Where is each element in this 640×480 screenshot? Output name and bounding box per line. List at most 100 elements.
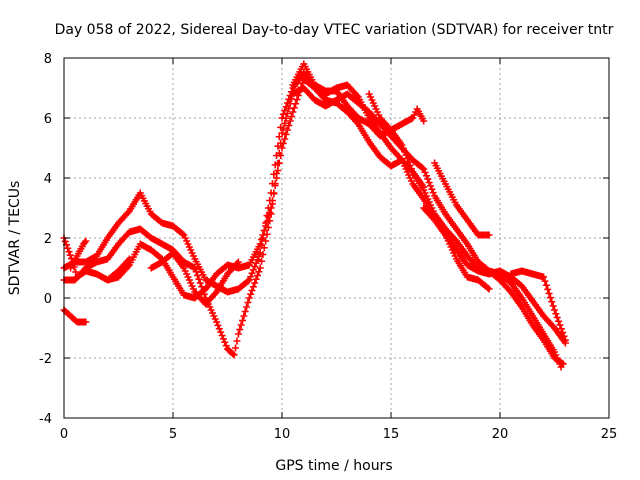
data-point bbox=[72, 268, 80, 276]
data-point bbox=[290, 104, 298, 112]
data-point bbox=[125, 255, 133, 263]
data-point bbox=[427, 182, 435, 190]
data-point bbox=[273, 174, 281, 182]
data-point bbox=[286, 117, 294, 125]
data-point bbox=[485, 231, 493, 239]
data-point bbox=[285, 122, 293, 129]
data-point bbox=[214, 321, 222, 329]
data-point bbox=[399, 144, 407, 152]
x-tick-label: 0 bbox=[60, 427, 68, 442]
data-point bbox=[222, 342, 230, 350]
x-tick-label: 25 bbox=[601, 427, 618, 442]
data-point bbox=[241, 308, 249, 315]
data-point bbox=[249, 266, 257, 274]
data-point bbox=[194, 272, 202, 279]
data-point bbox=[281, 135, 289, 143]
data-point bbox=[279, 140, 287, 147]
data-point bbox=[541, 277, 549, 285]
data-point bbox=[557, 325, 565, 333]
data-point bbox=[217, 328, 225, 336]
data-point bbox=[398, 141, 406, 149]
data-point bbox=[553, 314, 561, 321]
data-point bbox=[353, 119, 361, 126]
data-point bbox=[192, 268, 200, 276]
x-tick-label: 5 bbox=[169, 427, 177, 442]
data-point bbox=[545, 290, 553, 297]
data-point bbox=[124, 257, 132, 264]
data-point bbox=[546, 294, 554, 302]
data-point bbox=[556, 321, 564, 329]
data-point bbox=[244, 299, 252, 306]
data-point bbox=[245, 276, 253, 284]
data-point bbox=[64, 244, 72, 252]
data-point bbox=[231, 344, 239, 352]
data-point bbox=[256, 264, 264, 272]
data-point bbox=[267, 204, 275, 212]
data-point bbox=[237, 321, 245, 329]
data-point bbox=[259, 251, 267, 258]
data-point bbox=[559, 329, 567, 336]
data-point bbox=[219, 335, 227, 343]
data-point bbox=[418, 164, 426, 172]
data-point bbox=[560, 332, 568, 340]
data-point bbox=[552, 310, 560, 318]
data-point bbox=[211, 290, 219, 297]
data-point bbox=[283, 126, 291, 134]
y-tick-label: 4 bbox=[44, 172, 52, 187]
data-point bbox=[221, 338, 229, 346]
data-point bbox=[191, 264, 199, 272]
data-point bbox=[229, 350, 237, 358]
data-point bbox=[243, 303, 251, 311]
data-point bbox=[293, 96, 301, 104]
data-point bbox=[288, 113, 296, 120]
data-point bbox=[124, 209, 132, 216]
data-point bbox=[179, 230, 187, 238]
y-tick-label: -4 bbox=[39, 412, 52, 427]
data-point bbox=[294, 92, 302, 99]
data-point bbox=[234, 330, 242, 338]
y-axis-label: SDTVAR / TECUs bbox=[7, 181, 23, 296]
data-point bbox=[248, 287, 256, 294]
data-point bbox=[195, 275, 203, 283]
data-point bbox=[275, 133, 283, 141]
data-point bbox=[420, 117, 428, 125]
data-point bbox=[230, 351, 238, 359]
data-point bbox=[561, 336, 569, 344]
y-tick-label: 8 bbox=[44, 52, 52, 67]
data-point bbox=[281, 119, 289, 127]
data-point bbox=[421, 168, 429, 176]
data-point bbox=[559, 360, 567, 368]
data-point bbox=[428, 185, 436, 193]
data-point bbox=[258, 257, 266, 265]
data-point bbox=[405, 158, 413, 166]
x-tick-label: 15 bbox=[383, 427, 400, 442]
y-ticks: -4 -2 0 2 4 6 8 bbox=[39, 52, 609, 427]
data-point bbox=[251, 279, 259, 287]
data-point bbox=[429, 189, 437, 197]
data-point bbox=[353, 92, 361, 99]
data-point bbox=[81, 239, 89, 246]
grid-lines bbox=[64, 58, 609, 418]
data-point bbox=[278, 144, 286, 152]
data-point bbox=[484, 284, 492, 292]
x-tick-label: 20 bbox=[492, 427, 509, 442]
data-point bbox=[218, 332, 226, 339]
data-point bbox=[275, 159, 283, 167]
data-point bbox=[485, 285, 493, 293]
data-point bbox=[278, 129, 286, 137]
data-point bbox=[282, 114, 290, 122]
data-point bbox=[551, 306, 558, 314]
data-point bbox=[425, 179, 433, 186]
data-point bbox=[249, 283, 257, 291]
data-point bbox=[271, 182, 279, 189]
data-point bbox=[234, 258, 242, 266]
data-point bbox=[260, 227, 268, 234]
data-point bbox=[540, 273, 548, 281]
data-point bbox=[66, 251, 74, 259]
data-point bbox=[402, 151, 410, 159]
data-point bbox=[260, 244, 268, 252]
x-tick-label: 10 bbox=[274, 427, 291, 442]
data-point bbox=[244, 277, 252, 285]
y-tick-label: 0 bbox=[44, 292, 52, 307]
x-axis-label: GPS time / hours bbox=[275, 458, 392, 474]
